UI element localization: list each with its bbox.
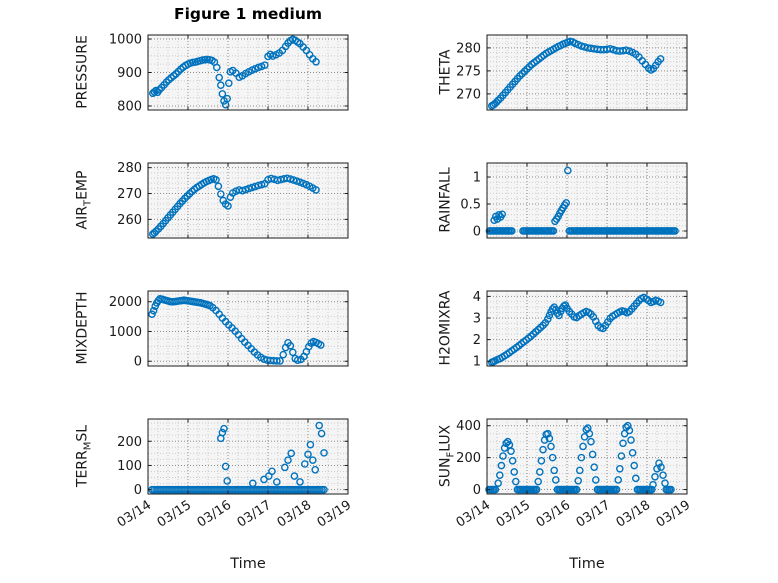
svg-text:900: 900 bbox=[117, 66, 142, 81]
svg-text:03/16: 03/16 bbox=[195, 498, 235, 531]
ylabel-subscript: T bbox=[82, 199, 94, 207]
ylabel-subscript: F bbox=[445, 451, 457, 458]
svg-text:270: 270 bbox=[456, 87, 481, 102]
ylabel-text: H2OMIXRA bbox=[437, 290, 454, 366]
svg-text:100: 100 bbox=[117, 459, 142, 474]
svg-text:03/18: 03/18 bbox=[614, 498, 654, 531]
svg-text:0: 0 bbox=[134, 355, 142, 370]
svg-text:0: 0 bbox=[134, 483, 142, 498]
svg-text:200: 200 bbox=[117, 435, 142, 450]
sun-flux-scatter-chart: 0 200 400 03/14 03/15 03/16 03/17 03/18 03/19 bbox=[454, 418, 693, 531]
h2omixra-scatter-chart: 1 2 3 4 bbox=[473, 290, 688, 370]
plot-sun-flux: 0 200 400 03/14 03/15 03/16 03/17 03/18 03/19 bbox=[454, 418, 693, 531]
plot-rainfall: 0 0.5 1 bbox=[460, 162, 688, 239]
svg-text:400: 400 bbox=[456, 419, 481, 434]
ylabel-airtemp: AIRTEMP bbox=[75, 171, 94, 230]
svg-text:03/16: 03/16 bbox=[534, 498, 574, 531]
ylabel-mixdepth: MIXDEPTH bbox=[75, 292, 94, 365]
ylabel-h2omixra: H2OMIXRA bbox=[438, 291, 457, 366]
svg-text:1: 1 bbox=[473, 171, 481, 186]
ylabel-rainfall: RAINFALL bbox=[438, 167, 457, 232]
svg-text:03/17: 03/17 bbox=[235, 498, 275, 531]
ylabel-text: SUN bbox=[437, 457, 454, 488]
ylabel-text-rest: EMP bbox=[74, 170, 91, 200]
svg-text:03/18: 03/18 bbox=[275, 498, 315, 531]
svg-text:200: 200 bbox=[456, 451, 481, 466]
airtemp-scatter-chart: 260 270 280 bbox=[117, 161, 349, 239]
figure-title: Figure 1 medium bbox=[173, 5, 323, 23]
ylabel-text: THETA bbox=[437, 49, 454, 95]
svg-text:1000: 1000 bbox=[109, 325, 142, 340]
ylabel-subscript: M bbox=[82, 441, 94, 451]
svg-text:03/14: 03/14 bbox=[115, 498, 155, 531]
svg-text:800: 800 bbox=[117, 99, 142, 114]
ylabel-text: MIXDEPTH bbox=[74, 291, 91, 365]
svg-text:0: 0 bbox=[473, 224, 481, 239]
ylabel-text: RAINFALL bbox=[437, 167, 454, 233]
xaxis-label-left: Time bbox=[230, 556, 266, 572]
svg-text:0.5: 0.5 bbox=[460, 198, 481, 213]
plot-pressure: 800 900 1000 bbox=[109, 33, 349, 114]
theta-scatter-chart: 270 275 280 bbox=[456, 34, 688, 111]
ylabel-text-rest: SL bbox=[74, 424, 91, 442]
plot-airtemp: 260 270 280 bbox=[117, 161, 349, 239]
svg-text:03/15: 03/15 bbox=[155, 498, 195, 531]
terr-msl-scatter-chart: 0 100 200 03/14 03/15 03/16 03/17 03/18 03/19 bbox=[115, 418, 354, 531]
svg-text:1: 1 bbox=[473, 355, 481, 370]
svg-text:2: 2 bbox=[473, 333, 481, 348]
plot-h2omixra: 1 2 3 4 bbox=[473, 290, 688, 370]
svg-text:260: 260 bbox=[117, 213, 142, 228]
ylabel-text: TERR bbox=[74, 450, 91, 488]
svg-text:280: 280 bbox=[456, 41, 481, 56]
svg-text:03/15: 03/15 bbox=[494, 498, 534, 531]
ylabel-text: AIR bbox=[74, 206, 91, 230]
plot-terr-msl: 0 100 200 03/14 03/15 03/16 03/17 03/18 03/19 bbox=[115, 418, 354, 531]
svg-text:2000: 2000 bbox=[109, 295, 142, 310]
svg-text:1000: 1000 bbox=[109, 33, 142, 48]
ylabel-sun-flux: SUNFLUX bbox=[438, 425, 457, 487]
svg-text:4: 4 bbox=[473, 290, 481, 305]
ylabel-pressure: PRESSURE bbox=[75, 35, 94, 109]
svg-text:03/19: 03/19 bbox=[315, 498, 355, 531]
ylabel-theta: THETA bbox=[438, 50, 457, 95]
svg-text:275: 275 bbox=[456, 64, 481, 79]
svg-text:03/17: 03/17 bbox=[574, 498, 614, 531]
svg-text:0: 0 bbox=[473, 483, 481, 498]
ylabel-terr-msl: TERRMSL bbox=[75, 425, 94, 487]
mixdepth-scatter-chart: 0 1000 2000 bbox=[109, 290, 349, 370]
ylabel-text: PRESSURE bbox=[74, 35, 91, 109]
xaxis-label-right: Time bbox=[569, 556, 605, 572]
svg-text:280: 280 bbox=[117, 161, 142, 176]
svg-text:3: 3 bbox=[473, 312, 481, 327]
ylabel-text-rest: LUX bbox=[437, 424, 454, 452]
svg-text:270: 270 bbox=[117, 187, 142, 202]
plot-theta: 270 275 280 bbox=[456, 34, 688, 111]
svg-text:03/14: 03/14 bbox=[454, 498, 494, 531]
pressure-scatter-chart: 800 900 1000 bbox=[109, 33, 349, 114]
svg-text:03/19: 03/19 bbox=[654, 498, 694, 531]
plot-mixdepth: 0 1000 2000 bbox=[109, 290, 349, 370]
rainfall-scatter-chart: 00.51 bbox=[460, 162, 688, 239]
